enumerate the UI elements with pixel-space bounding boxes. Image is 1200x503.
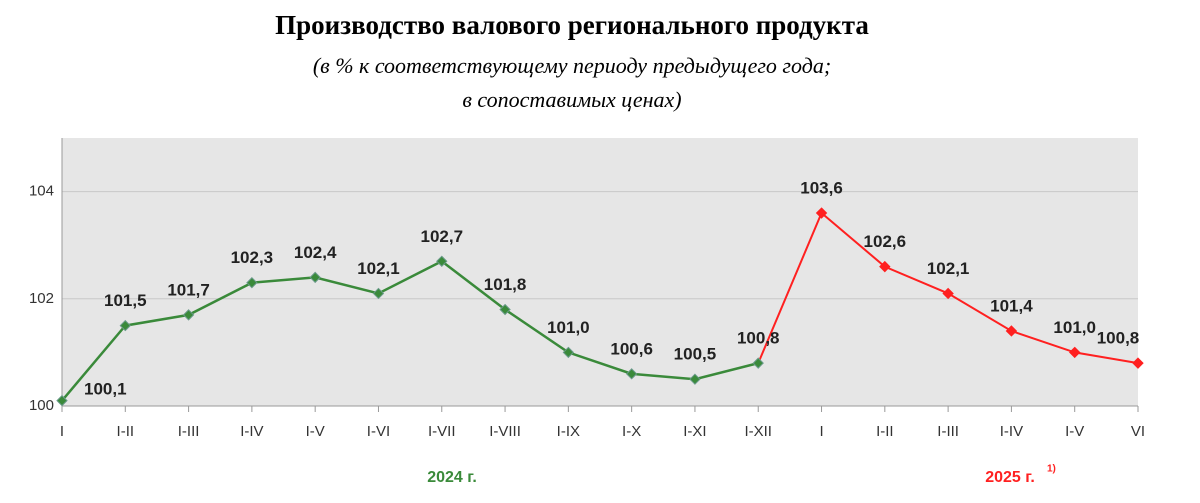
x-tick-label: I-III [937,423,959,440]
x-tick-label: I-V [306,423,325,440]
data-label: 101,5 [104,291,147,310]
data-label: 102,1 [927,259,970,278]
x-tick-label: I-IV [1000,423,1023,440]
data-label: 101,7 [167,280,210,299]
point-marker [56,394,68,407]
point-marker [1005,325,1018,337]
point-marker [942,287,954,300]
legend-entry: 2025 г. [985,469,1035,486]
x-tick-label: I-VIII [489,423,521,440]
data-label: 100,8 [1097,329,1140,348]
point-marker [309,271,321,284]
data-label: 103,6 [800,179,843,198]
y-tick-label: 104 [29,183,54,200]
x-tick-label: I-II [117,423,135,440]
series-line [61,259,759,402]
data-label: 101,8 [484,275,527,294]
x-tick-label: I-XI [683,423,706,440]
point-marker [625,368,638,380]
point-marker [752,357,764,369]
data-label: 102,4 [294,243,337,262]
x-tick-label: I [819,423,823,440]
x-tick-label: I-IV [240,423,263,440]
y-tick-label: 102 [29,290,54,307]
data-label: 100,1 [84,379,127,398]
point-marker [879,260,891,273]
x-tick-label: I-V [1065,423,1084,440]
point-marker [182,309,195,321]
data-label: 100,5 [674,345,717,364]
x-tick-label: VI [1131,423,1145,440]
x-tick-label: I-III [178,423,200,440]
subtitle: (в % к соответствующему периоду предыдущ… [313,53,831,78]
data-label: 102,7 [420,227,463,246]
point-marker [246,277,258,289]
x-tick-label: I-IX [557,423,580,440]
point-marker [815,207,828,219]
point-marker [372,287,385,300]
x-tick-label: I-VI [367,423,390,440]
chart-title: Производство валового регионального прод… [275,10,869,40]
data-label: 100,8 [737,329,780,348]
x-tick-label: I [60,423,64,440]
point-marker [499,303,511,316]
data-label: 101,0 [547,318,590,337]
subtitle: в сопоставимых ценах) [462,87,681,112]
data-label: 100,6 [610,339,653,358]
point-marker [562,346,575,359]
y-tick-label: 100 [29,397,54,414]
data-label: 102,6 [864,232,907,251]
plot-area [62,138,1138,406]
x-tick-label: I-XII [744,423,772,440]
data-label: 102,3 [231,248,274,267]
data-label: 101,0 [1053,318,1096,337]
point-marker [1069,346,1081,359]
point-marker [689,373,701,385]
data-label: 102,1 [357,259,400,278]
point-marker [119,319,132,332]
footnote-mark: 1) [1047,464,1056,475]
x-tick-label: I-X [622,423,641,440]
x-tick-label: I-VII [428,423,456,440]
point-marker [1132,357,1144,369]
point-marker [436,255,448,267]
x-tick-label: I-II [876,423,894,440]
data-label: 101,4 [990,296,1033,315]
legend-entry: 2024 г. [427,469,477,486]
